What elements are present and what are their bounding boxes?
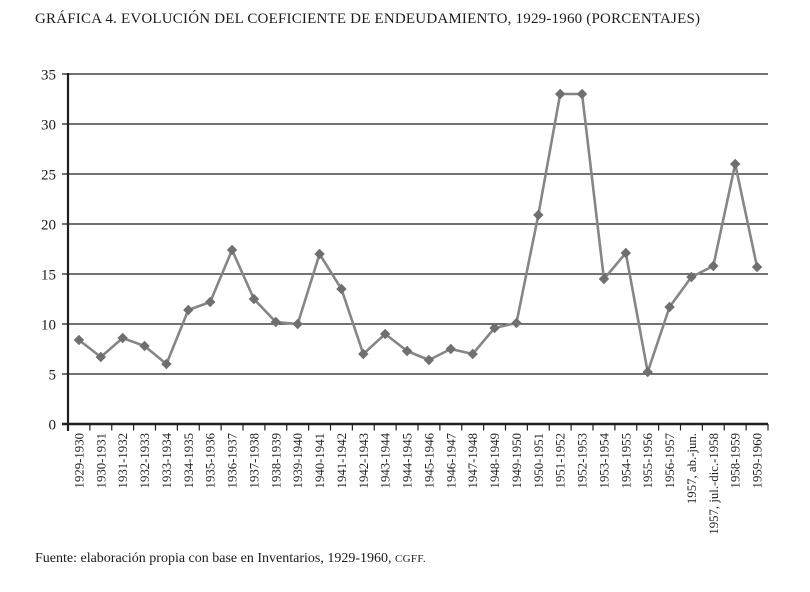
y-tick-label: 15: [41, 268, 56, 284]
data-point-marker: [620, 247, 632, 259]
x-tick-label: 1955-1956: [641, 432, 655, 488]
data-point-marker: [117, 332, 128, 344]
x-tick-label: 1947-1948: [466, 433, 480, 488]
x-tick-label: 1946-1947: [444, 432, 458, 488]
data-point-marker: [729, 158, 741, 170]
x-tick-label: 1953-1954: [597, 432, 611, 488]
chart-title: GRÁFICA 4. EVOLUCIÓN DEL COEFICIENTE DE …: [35, 11, 701, 27]
data-point-marker: [511, 317, 522, 329]
axes: [62, 73, 768, 431]
data-point-marker: [314, 248, 325, 260]
x-tick-label: 1943-1944: [379, 432, 393, 488]
source-note-text: Fuente: elaboración propia con base en I…: [35, 551, 396, 566]
data-point-marker: [226, 244, 238, 256]
x-tick-label: 1948-1949: [488, 433, 502, 488]
x-tick-label: 1959-1960: [751, 433, 765, 488]
data-point-marker: [554, 88, 566, 100]
x-tick-label: 1950-1951: [532, 433, 546, 488]
data-point-marker: [292, 318, 303, 330]
data-point-marker: [379, 328, 391, 340]
x-tick-label: 1931-1932: [116, 433, 130, 488]
data-point-marker: [336, 283, 347, 295]
data-point-marker: [708, 260, 719, 272]
data-point-marker: [183, 304, 194, 316]
x-tick-label: 1952-1953: [576, 433, 590, 488]
data-point-marker: [73, 334, 85, 346]
x-tick-label: 1939-1940: [291, 433, 305, 488]
data-point-marker: [642, 366, 653, 378]
x-tick-label: 1954-1955: [619, 433, 633, 488]
data-point-marker: [401, 345, 413, 357]
x-tick-label: 1934-1935: [182, 433, 196, 488]
line-chart: 0 5 10 15 20 25 30 35 1929-1930 1930-1931 1931-193…: [41, 68, 769, 535]
y-tick-label: 35: [41, 68, 56, 84]
y-tick-label: 30: [41, 118, 56, 134]
data-point-marker: [686, 271, 697, 283]
x-tick-label: 1938-1939: [269, 433, 283, 488]
x-tick-label: 1937-1938: [247, 433, 261, 488]
data-line: [78, 92, 759, 374]
x-tick-label: 1958-1959: [729, 433, 743, 488]
data-point-markers: [73, 88, 763, 378]
data-point-marker: [467, 348, 478, 360]
x-tick-label: 1930-1931: [94, 433, 108, 488]
data-point-marker: [270, 316, 282, 328]
data-point-marker: [139, 340, 150, 352]
x-tick-label: 1949-1950: [510, 433, 524, 488]
x-tick-label: 1929-1930: [72, 433, 86, 488]
x-tick-label: 1941-1942: [335, 433, 349, 488]
y-tick-label: 5: [49, 368, 57, 384]
data-point-marker: [576, 88, 588, 100]
x-tick-label: 1951-1952: [554, 433, 568, 488]
y-tick-label: 10: [41, 318, 56, 334]
x-axis-ticks: [67, 424, 769, 431]
x-tick-label: 1933-1934: [160, 432, 174, 488]
y-tick-label: 25: [41, 168, 56, 184]
source-note: Fuente: elaboración propia con base en I…: [35, 551, 426, 567]
y-axis-labels: 0 5 10 15 20 25 30 35: [41, 68, 56, 434]
x-tick-label: 1940-1941: [313, 433, 327, 488]
x-tick-label: 1956-1957: [663, 432, 677, 488]
x-tick-label: 1935-1936: [204, 432, 218, 488]
x-axis-labels: 1929-1930 1930-1931 1931-1932 1932-1933 1933…: [72, 432, 764, 534]
x-tick-label: 1944-1945: [401, 433, 415, 488]
x-tick-label: 1936-1937: [226, 432, 240, 488]
data-point-marker: [664, 301, 675, 313]
data-point-marker: [248, 293, 260, 305]
data-point-marker: [445, 343, 457, 355]
data-point-marker: [204, 296, 216, 308]
x-tick-label: 1942-1943: [357, 433, 371, 488]
data-point-marker: [161, 358, 172, 370]
x-tick-label: 1945-1946: [422, 432, 436, 488]
source-note-abbr: CGFF.: [395, 553, 426, 565]
x-tick-label: 1957, jul.-dic.-1958: [707, 433, 721, 535]
data-point-marker: [358, 348, 369, 360]
y-tick-label: 0: [49, 418, 57, 434]
data-point-marker: [423, 354, 435, 366]
y-tick-label: 20: [41, 218, 56, 234]
data-point-marker: [489, 322, 500, 334]
x-tick-label: 1957, ab.-jun.: [685, 433, 699, 504]
data-point-marker: [95, 351, 107, 363]
data-point-marker: [598, 273, 610, 285]
data-point-marker: [533, 209, 544, 221]
x-tick-label: 1932-1933: [138, 433, 152, 488]
data-point-marker: [751, 261, 763, 273]
